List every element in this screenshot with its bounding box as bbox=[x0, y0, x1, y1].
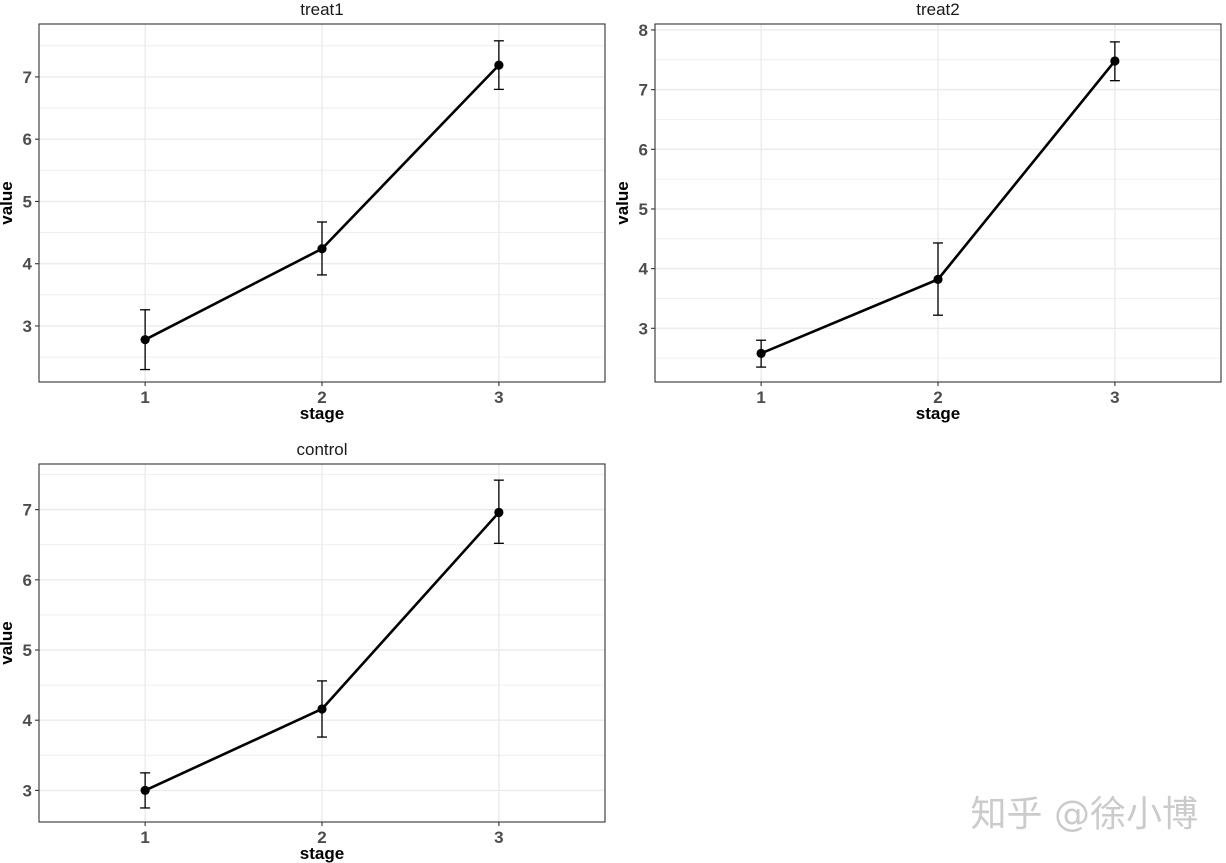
y-tick-label: 5 bbox=[23, 641, 32, 660]
data-point bbox=[140, 785, 150, 796]
data-point bbox=[494, 60, 504, 70]
y-tick-label: 5 bbox=[23, 192, 32, 211]
y-tick-label: 3 bbox=[23, 317, 32, 336]
panel-title: control bbox=[296, 440, 347, 459]
x-tick-label: 2 bbox=[933, 388, 942, 407]
x-tick-label: 2 bbox=[317, 828, 326, 847]
y-tick-label: 7 bbox=[23, 68, 32, 87]
data-point bbox=[317, 704, 327, 714]
y-tick-label: 3 bbox=[23, 781, 32, 800]
y-tick-label: 6 bbox=[23, 571, 32, 590]
y-tick-label: 8 bbox=[639, 21, 648, 40]
y-tick-label: 4 bbox=[639, 260, 649, 279]
y-tick-label: 5 bbox=[639, 200, 648, 219]
x-axis-title: stage bbox=[300, 844, 344, 863]
data-point bbox=[933, 274, 943, 284]
data-point bbox=[756, 348, 766, 358]
y-axis-title: value bbox=[613, 181, 632, 224]
x-tick-label: 3 bbox=[1110, 388, 1119, 407]
x-tick-label: 1 bbox=[140, 828, 149, 847]
y-tick-label: 7 bbox=[23, 501, 32, 520]
y-tick-label: 6 bbox=[23, 130, 32, 149]
data-point bbox=[1110, 56, 1120, 66]
x-tick-label: 1 bbox=[756, 388, 765, 407]
y-tick-label: 4 bbox=[23, 711, 33, 730]
watermark-text: 知乎 @徐小博 bbox=[970, 794, 1198, 835]
data-point bbox=[317, 244, 327, 254]
y-tick-label: 4 bbox=[23, 255, 33, 274]
x-axis-title: stage bbox=[300, 404, 344, 423]
y-tick-label: 7 bbox=[639, 81, 648, 100]
x-tick-label: 3 bbox=[494, 828, 503, 847]
panel-title: treat2 bbox=[916, 0, 959, 19]
y-axis-title: value bbox=[0, 621, 16, 664]
y-axis-title: value bbox=[0, 181, 16, 224]
data-point bbox=[140, 335, 150, 345]
panel-treat2: 3 4 5 6 7 8 1 2 3 treat2 stage value bbox=[613, 0, 1222, 423]
x-tick-label: 2 bbox=[317, 388, 326, 407]
data-point bbox=[494, 507, 504, 518]
x-tick-label: 3 bbox=[494, 388, 503, 407]
x-axis-title: stage bbox=[916, 404, 960, 423]
y-tick-label: 3 bbox=[639, 319, 648, 338]
panel-treat1: 3 4 5 6 7 1 2 3 treat1 stage value bbox=[0, 0, 606, 423]
panel-title: treat1 bbox=[300, 0, 343, 19]
x-tick-label: 1 bbox=[140, 388, 149, 407]
y-tick-label: 6 bbox=[639, 140, 648, 159]
panel-control: 3 4 5 6 7 1 2 3 control stage value bbox=[0, 440, 606, 863]
